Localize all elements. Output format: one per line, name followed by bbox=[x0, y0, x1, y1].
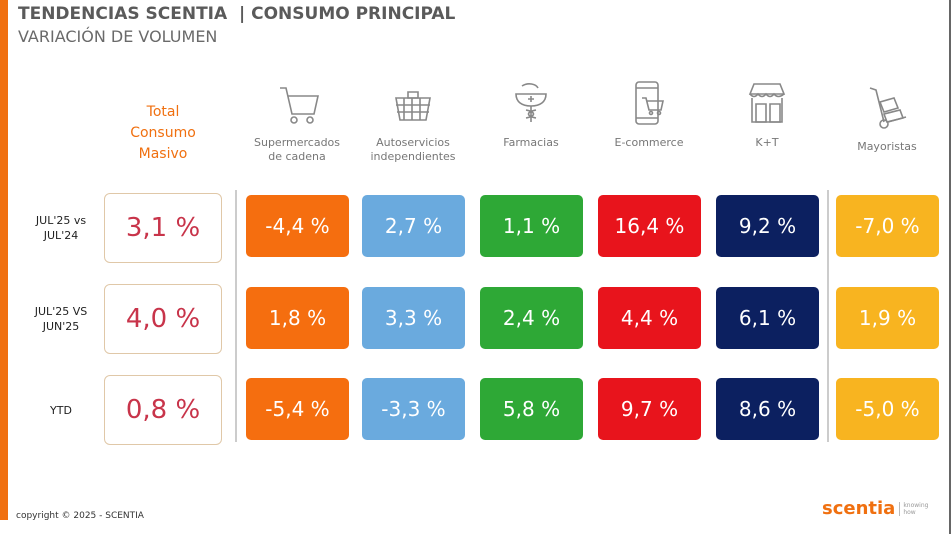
value-cell: 9,7 % bbox=[598, 378, 701, 440]
column-label: E-commerce bbox=[614, 136, 684, 149]
value-cell: 6,1 % bbox=[716, 287, 819, 349]
value-cell: 3,3 % bbox=[362, 287, 465, 349]
column-header-2: Farmacias bbox=[471, 78, 591, 150]
total-header-line: Total bbox=[146, 104, 180, 120]
value-cell: 5,8 % bbox=[480, 378, 583, 440]
column-label: Mayoristas bbox=[857, 140, 917, 153]
value-cell: -5,4 % bbox=[246, 378, 349, 440]
column-label: Farmacias bbox=[503, 136, 559, 149]
value-cell: 16,4 % bbox=[598, 195, 701, 257]
total-value: 4,0 % bbox=[104, 284, 222, 354]
value-cell: 1,1 % bbox=[480, 195, 583, 257]
page-subtitle: VARIACIÓN DE VOLUMEN bbox=[18, 27, 218, 46]
row-label: YTD bbox=[50, 404, 72, 417]
value-cell: -5,0 % bbox=[836, 378, 939, 440]
value-cell: 4,4 % bbox=[598, 287, 701, 349]
page-title: TENDENCIAS SCENTIA | CONSUMO PRINCIPAL bbox=[18, 4, 456, 24]
total-header: Total Consumo Masivo bbox=[104, 102, 222, 165]
column-header-3: E-commerce bbox=[589, 78, 709, 150]
column-label: K+T bbox=[755, 136, 779, 149]
column-header-5: Mayoristas bbox=[827, 82, 947, 154]
column-header-4: K+T bbox=[707, 78, 827, 150]
edge-line bbox=[949, 0, 951, 534]
hand-truck-icon bbox=[869, 87, 907, 129]
value-cell: -3,3 % bbox=[362, 378, 465, 440]
logo-text: scentia bbox=[822, 498, 896, 519]
total-value: 0,8 % bbox=[104, 375, 222, 445]
value-cell: -7,0 % bbox=[836, 195, 939, 257]
column-header-0: Supermercados de cadena bbox=[237, 78, 357, 164]
basket-icon bbox=[395, 91, 431, 121]
accent-bar bbox=[0, 0, 8, 520]
value-cell: 8,6 % bbox=[716, 378, 819, 440]
phone-cart-icon bbox=[635, 81, 664, 125]
total-value: 3,1 % bbox=[104, 193, 222, 263]
pharmacy-icon bbox=[515, 83, 547, 122]
column-header-1: Autoservicios independientes bbox=[353, 78, 473, 164]
copyright: copyright © 2025 - SCENTIA bbox=[16, 511, 144, 521]
row-label: JUL'25 vs JUL'24 bbox=[35, 214, 87, 242]
row-label: JUL'25 VS JUN'25 bbox=[34, 305, 88, 333]
column-label: Supermercados de cadena bbox=[253, 136, 341, 163]
column-label: Autoservicios independientes bbox=[370, 136, 456, 163]
divider bbox=[235, 190, 237, 442]
value-cell: 2,4 % bbox=[480, 287, 583, 349]
store-icon bbox=[748, 83, 786, 123]
value-cell: 9,2 % bbox=[716, 195, 819, 257]
total-header-line: Masivo bbox=[138, 146, 188, 162]
shopping-cart-icon bbox=[280, 87, 319, 124]
scentia-logo: scentia knowing how bbox=[822, 498, 928, 519]
value-cell: 2,7 % bbox=[362, 195, 465, 257]
logo-tagline: knowing how bbox=[899, 501, 928, 516]
divider bbox=[827, 190, 829, 442]
total-header-line: Consumo bbox=[130, 125, 196, 141]
value-cell: 1,9 % bbox=[836, 287, 939, 349]
value-cell: -4,4 % bbox=[246, 195, 349, 257]
value-cell: 1,8 % bbox=[246, 287, 349, 349]
